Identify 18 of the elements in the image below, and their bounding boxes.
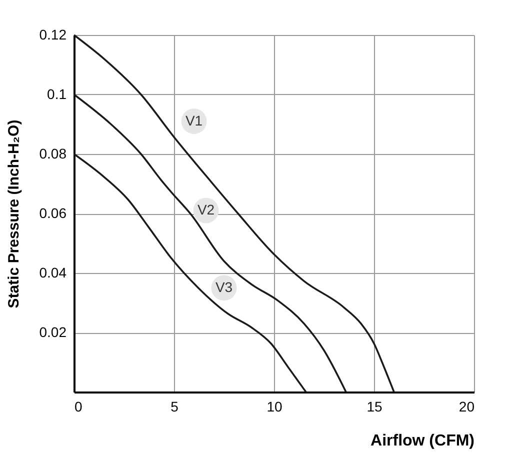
annotation: V1 <box>185 112 203 128</box>
y-axis-title: Static Pressure (Inch-H₂O) <box>5 120 22 308</box>
x-tick-label: 20 <box>458 398 475 414</box>
y-tick-label: 0.06 <box>39 205 67 221</box>
y-tick-label: 0.1 <box>47 86 67 102</box>
y-tick-label: 0.02 <box>39 324 67 340</box>
y-tick-label: 0.08 <box>39 146 67 162</box>
annotation: V2 <box>197 202 215 218</box>
line-series <box>73 94 347 393</box>
x-axis-title: Airflow (CFM) <box>370 432 474 450</box>
y-tick-label: 0.12 <box>39 26 67 42</box>
x-tick-label: 10 <box>266 398 282 414</box>
x-tick-label: 5 <box>170 398 179 414</box>
x-tick-label: 15 <box>366 398 382 414</box>
x-tick-label: 0 <box>74 398 82 414</box>
annotation: V3 <box>215 278 233 295</box>
y-tick-label: 0.04 <box>39 264 67 280</box>
line-series <box>73 153 307 393</box>
